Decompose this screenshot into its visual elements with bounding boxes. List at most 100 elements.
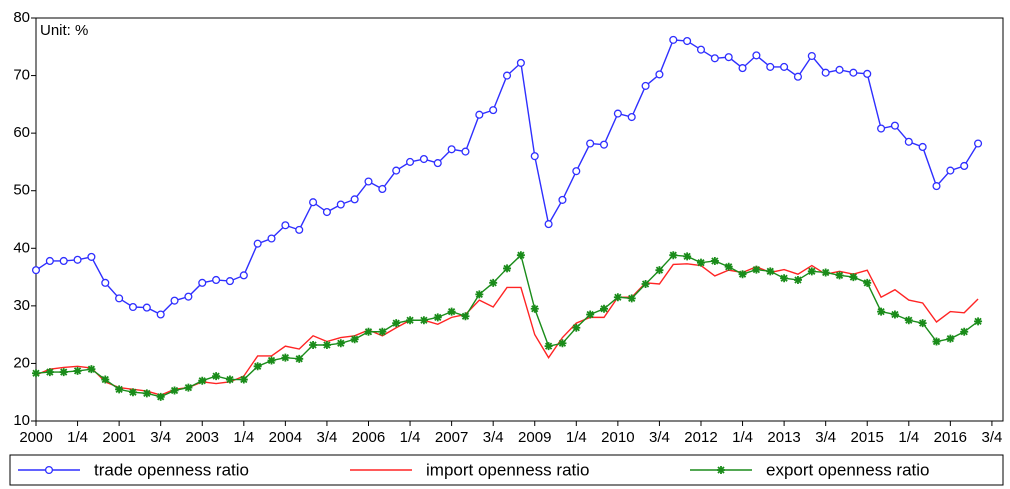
data-point xyxy=(669,35,678,44)
data-point xyxy=(156,392,165,401)
data-point xyxy=(849,273,858,282)
data-point xyxy=(877,124,886,133)
data-point xyxy=(309,341,318,350)
data-point xyxy=(793,275,802,284)
data-point xyxy=(31,266,41,275)
data-point xyxy=(599,140,609,149)
data-point xyxy=(766,267,775,276)
data-point xyxy=(73,255,82,264)
data-point xyxy=(115,385,124,394)
data-point xyxy=(627,294,636,303)
plot-frame xyxy=(35,17,1004,422)
annotation: Unit: % xyxy=(40,22,88,39)
data-point xyxy=(669,251,678,260)
data-point xyxy=(447,307,456,316)
data-point xyxy=(239,271,248,280)
data-point xyxy=(406,157,415,166)
data-point xyxy=(128,388,137,397)
data-point xyxy=(419,316,428,325)
x-tick-label: 2003 xyxy=(186,429,219,446)
data-point xyxy=(59,256,68,266)
data-point xyxy=(378,327,387,336)
x-tick-label: 3/4 xyxy=(649,429,670,446)
data-point xyxy=(766,62,775,71)
data-point xyxy=(960,161,969,171)
data-point xyxy=(475,290,484,299)
data-point xyxy=(295,354,304,363)
data-point xyxy=(586,310,595,319)
data-point xyxy=(683,36,692,46)
data-point xyxy=(406,316,415,325)
data-point xyxy=(738,64,747,73)
data-point xyxy=(807,267,816,276)
data-point xyxy=(572,167,581,176)
data-point xyxy=(336,339,345,348)
x-tick-label: 2012 xyxy=(684,429,717,446)
data-point xyxy=(73,366,82,375)
x-tick-label: 2006 xyxy=(352,429,385,446)
legend-box xyxy=(9,454,1004,486)
x-tick-label: 2013 xyxy=(767,429,800,446)
data-point xyxy=(738,270,747,279)
series-line xyxy=(35,263,979,396)
data-point xyxy=(281,353,290,362)
x-tick-label: 1/4 xyxy=(400,429,421,446)
data-point xyxy=(710,256,719,265)
x-tick-label: 3/4 xyxy=(317,429,338,446)
data-point xyxy=(655,266,664,275)
data-point xyxy=(322,341,331,350)
data-point xyxy=(212,372,221,381)
data-point xyxy=(322,207,331,217)
data-point xyxy=(392,166,401,175)
series-line xyxy=(35,253,979,398)
data-point xyxy=(918,142,927,152)
x-tick-label: 2009 xyxy=(518,429,551,446)
x-tick-label: 3/4 xyxy=(483,429,504,446)
y-tick-label: 60 xyxy=(13,124,30,141)
data-point xyxy=(225,375,234,384)
data-point xyxy=(974,139,983,148)
data-point xyxy=(724,262,733,271)
data-point xyxy=(253,239,262,248)
data-point xyxy=(932,182,941,191)
x-tick-label: 2004 xyxy=(269,429,302,446)
data-point xyxy=(267,356,276,365)
data-point xyxy=(364,327,373,336)
data-point xyxy=(378,184,387,194)
data-point xyxy=(170,296,179,305)
data-point xyxy=(683,252,692,261)
data-point xyxy=(489,278,498,287)
data-point xyxy=(489,106,498,115)
data-point xyxy=(613,293,622,302)
data-point xyxy=(558,195,567,204)
data-point xyxy=(932,337,941,346)
data-point xyxy=(433,313,442,322)
data-point xyxy=(586,139,595,148)
data-point xyxy=(502,71,512,80)
y-tick-label: 80 xyxy=(13,9,30,26)
x-tick-label: 1/4 xyxy=(233,429,254,446)
data-point xyxy=(544,342,553,351)
data-point xyxy=(45,368,54,377)
data-point xyxy=(960,327,969,336)
legend: trade openness ratio import openness rati… xyxy=(18,460,930,479)
data-point xyxy=(32,369,40,378)
data-point xyxy=(821,268,830,277)
data-point xyxy=(295,225,304,234)
x-tick-label: 1/4 xyxy=(732,429,753,446)
data-point xyxy=(350,195,359,204)
y-tick-label: 30 xyxy=(13,297,30,314)
data-point xyxy=(45,256,54,266)
data-point xyxy=(530,304,539,313)
data-point xyxy=(447,145,456,154)
data-point xyxy=(946,166,955,175)
data-point xyxy=(918,319,927,328)
legend-marker xyxy=(717,466,725,474)
data-point xyxy=(696,45,706,54)
data-point xyxy=(198,376,207,385)
x-tick-label: 1/4 xyxy=(67,429,88,446)
data-point xyxy=(863,69,872,78)
data-point xyxy=(780,274,789,283)
data-point xyxy=(198,278,207,287)
